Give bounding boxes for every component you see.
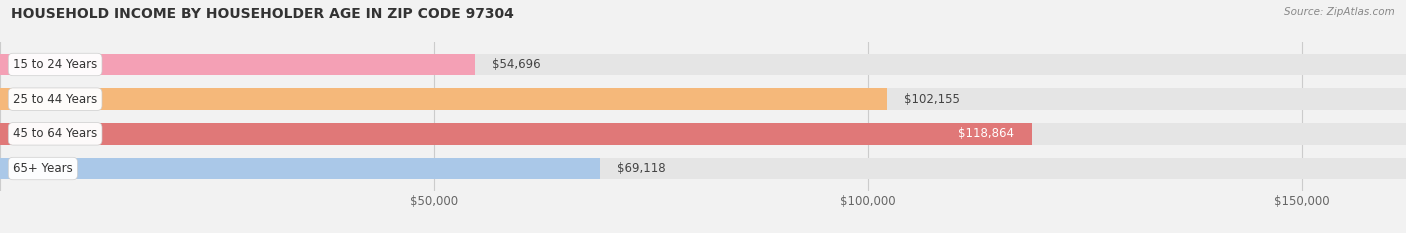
Text: $118,864: $118,864 xyxy=(959,127,1014,140)
Bar xyxy=(0,158,600,179)
Bar xyxy=(0,123,1032,145)
Text: Source: ZipAtlas.com: Source: ZipAtlas.com xyxy=(1284,7,1395,17)
Text: $54,696: $54,696 xyxy=(492,58,541,71)
Bar xyxy=(0,54,1406,75)
Text: $102,155: $102,155 xyxy=(904,93,960,106)
Text: 65+ Years: 65+ Years xyxy=(13,162,73,175)
Bar xyxy=(0,88,887,110)
Text: $69,118: $69,118 xyxy=(617,162,666,175)
Text: HOUSEHOLD INCOME BY HOUSEHOLDER AGE IN ZIP CODE 97304: HOUSEHOLD INCOME BY HOUSEHOLDER AGE IN Z… xyxy=(11,7,515,21)
Bar xyxy=(0,158,1406,179)
Bar xyxy=(0,123,1406,145)
Text: 45 to 64 Years: 45 to 64 Years xyxy=(13,127,97,140)
Text: 15 to 24 Years: 15 to 24 Years xyxy=(13,58,97,71)
Bar xyxy=(0,54,475,75)
Bar xyxy=(0,88,1406,110)
Text: 25 to 44 Years: 25 to 44 Years xyxy=(13,93,97,106)
